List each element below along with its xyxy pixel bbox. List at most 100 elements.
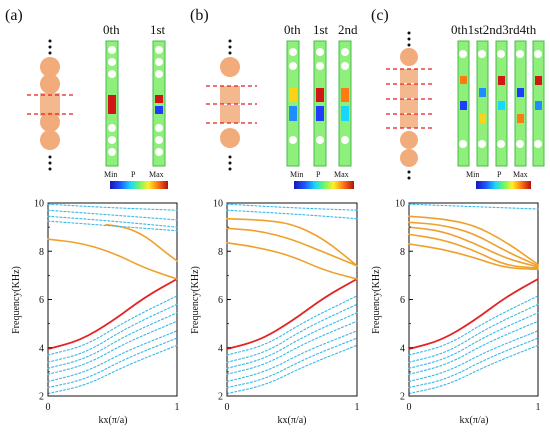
band-line-8 <box>226 312 358 369</box>
fieldmap-hotspot <box>479 114 486 123</box>
band-line-2 <box>408 233 539 269</box>
panel-a-structure <box>27 39 73 171</box>
disk-cut <box>400 99 418 113</box>
dot <box>407 43 411 47</box>
fieldmap-coldspot <box>289 106 297 121</box>
chart-b-axes: 2 4 6 8 10 0 1 <box>213 199 360 414</box>
band-line-5 <box>226 209 358 220</box>
fieldmap-strip <box>476 40 489 167</box>
fieldmap-hole <box>459 50 467 58</box>
panel-b-fieldmaps <box>286 40 352 167</box>
panel-a: (a) 0th 1st <box>5 7 168 189</box>
fieldmap-coldspot <box>535 101 542 110</box>
panel-b-colorbar-mid: P <box>316 170 321 179</box>
fieldmap-hole <box>497 140 505 148</box>
fieldmap-hotspot <box>316 88 324 102</box>
fieldmap-hotspot <box>155 95 163 103</box>
x-tick-label: 1 <box>536 402 541 413</box>
fieldmap-hole <box>478 140 486 148</box>
chart-c-ylabel: Frequency(KHz) <box>371 266 382 334</box>
x-tick-label: 1 <box>355 402 360 413</box>
fieldmap-hole <box>289 48 297 56</box>
fieldmap-hole <box>534 140 542 148</box>
y-tick-label: 8 <box>39 247 44 258</box>
fieldmap-hole <box>459 140 467 148</box>
fieldmap-hole <box>316 136 324 144</box>
fieldmap-hole <box>516 50 524 58</box>
fieldmap-coldspot <box>155 106 163 114</box>
disk-cut <box>400 84 418 98</box>
fieldmap-hole <box>155 58 163 66</box>
panel-a-colorbar-min: Min <box>104 170 117 179</box>
dot <box>228 39 232 43</box>
band-line-9 <box>47 312 178 369</box>
fieldmap-strip <box>313 40 327 167</box>
fieldmap-coldspot <box>498 101 505 110</box>
band-line-10 <box>408 320 539 375</box>
panel-a-label: (a) <box>5 7 23 24</box>
band-line-9 <box>408 312 539 369</box>
dot <box>228 161 232 165</box>
x-tick-label: 0 <box>46 402 51 413</box>
fieldmap-coldspot <box>341 106 349 121</box>
panel-c: (c) 0th1st2nd3rd4th <box>371 7 545 189</box>
disk-cut <box>220 86 240 104</box>
fieldmap-hole <box>155 136 163 144</box>
band-line-11 <box>47 330 178 383</box>
band-line-7 <box>408 295 539 356</box>
chart-c-axes: 2 4 6 8 10 0 1 <box>395 199 541 414</box>
band-line-0 <box>408 278 539 350</box>
band-line-9 <box>226 320 358 375</box>
panel-c-modes-text: 0th1st2nd3rd4th <box>451 22 537 37</box>
fieldmap-hole <box>155 46 163 54</box>
dot <box>407 176 411 180</box>
band-line-3 <box>408 226 539 268</box>
chart-a-ylabel: Frequency(KHz) <box>11 266 22 334</box>
fieldmap-hole <box>341 48 349 56</box>
panel-b-colorbar-min: Min <box>290 170 303 179</box>
panel-b-colorbar-max: Max <box>334 170 349 179</box>
band-line-5 <box>47 215 178 228</box>
fieldmap-hole <box>478 50 486 58</box>
x-tick-label: 1 <box>175 402 180 413</box>
panel-c-colorbar-max: Max <box>513 170 528 179</box>
chart-b: 2 4 6 8 10 0 1 Frequency(KHz) kx(π/a) <box>190 199 360 427</box>
disk-cut <box>400 114 418 128</box>
fieldmap-hotspot <box>498 76 505 85</box>
panel-a-colorbar-max: Max <box>149 170 164 179</box>
dot <box>48 161 52 165</box>
band-line-1 <box>226 242 358 280</box>
band-line-8 <box>408 303 539 363</box>
panel-b: (b) 0th 1st 2nd <box>190 7 358 189</box>
band-line-3 <box>47 203 178 211</box>
fieldmap-hotspot <box>341 88 349 102</box>
disk <box>220 128 240 148</box>
fieldmap-hole <box>108 148 116 156</box>
band-line-3 <box>226 217 358 267</box>
dot <box>48 155 52 159</box>
chart-b-xlabel: kx(π/a) <box>278 415 307 426</box>
fieldmap-strip <box>338 40 352 167</box>
panel-c-colorbar-mid: P <box>497 170 502 179</box>
fieldmap-hotspot <box>517 114 524 123</box>
band-line-8 <box>47 303 178 363</box>
y-tick-label: 10 <box>213 199 223 210</box>
x-tick-label: 0 <box>225 402 230 413</box>
y-tick-label: 8 <box>400 247 405 258</box>
chart-a-xlabel: kx(π/a) <box>99 415 128 426</box>
band-line-1 <box>408 243 539 271</box>
band-line-11 <box>226 337 358 389</box>
band-line-7 <box>226 303 358 363</box>
fieldmap-coldspot <box>316 106 324 121</box>
y-tick-label: 6 <box>218 295 223 306</box>
fieldmap-hole <box>155 70 163 78</box>
panel-b-structure <box>206 39 257 171</box>
chart-a: 2 4 6 8 10 0 1 Frequency(KHz) kx(π/a) <box>11 199 180 427</box>
band-line-13 <box>408 344 539 395</box>
fieldmap-hole <box>341 62 349 70</box>
band-line-6 <box>408 203 539 210</box>
panel-b-colorbar <box>294 181 354 189</box>
chart-a-frame <box>47 202 178 397</box>
band-line-10 <box>226 330 358 383</box>
